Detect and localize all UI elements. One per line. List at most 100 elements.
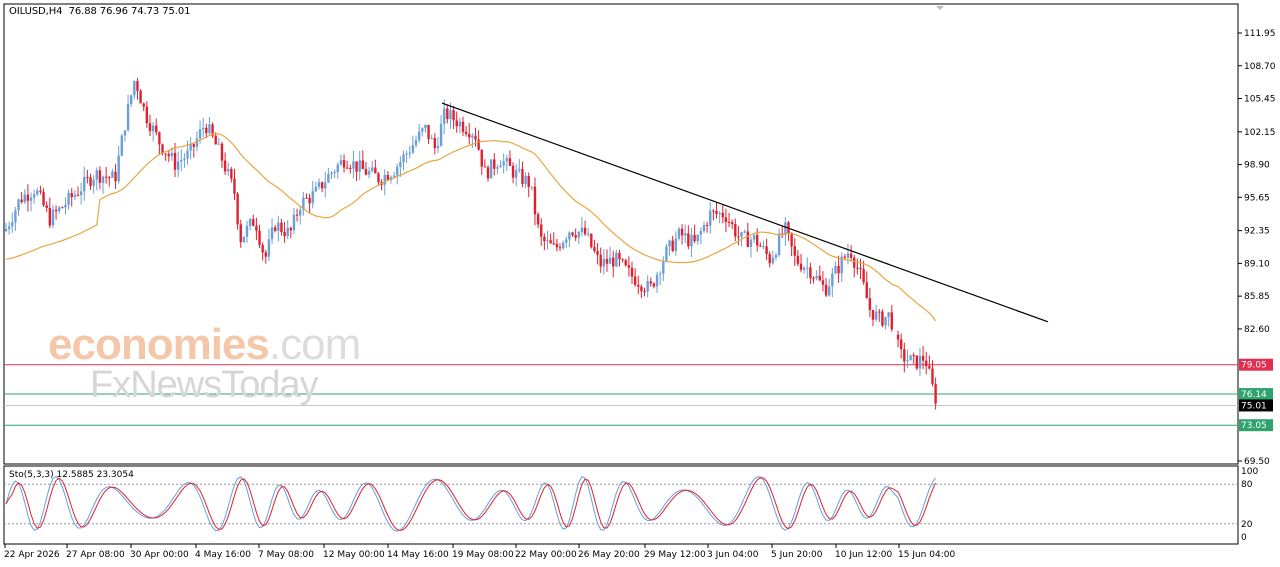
price-tick-label: 82.60 [1244,325,1270,335]
candle-body [518,169,521,171]
candle-body [308,197,311,204]
candle-body [14,210,17,223]
candle-body [264,252,267,257]
candle-body [195,138,199,147]
candle-body [424,124,427,129]
candle-body [812,277,815,279]
main-pane[interactable] [3,3,1239,465]
candle-body [95,170,98,180]
candle-body [909,355,912,361]
candle-body [583,227,587,235]
candle-body [627,265,631,268]
candle-body [746,231,750,248]
candle-body [32,194,36,198]
candle-body [853,257,856,268]
candle-body [743,231,746,233]
candle-body [151,125,155,132]
candle-body [455,120,458,127]
sto-level-label: 0 [1241,533,1247,543]
candle-body [270,227,274,240]
price-tag-label: 75.01 [1241,401,1267,411]
candle-body [439,123,443,146]
candle-body [245,225,249,237]
candle-body [205,127,208,134]
candle-body [289,227,293,231]
candle-body [223,160,227,172]
watermark-fxnewstoday: FxNewsToday [90,364,319,406]
candle-body [671,240,674,251]
candle-body [561,242,565,249]
candle-body [64,204,67,208]
candle-body [305,197,308,199]
candle-body [477,139,480,150]
time-label: 15 Jun 04:00 [898,550,955,560]
candle-body [793,246,796,256]
candle-body [452,110,455,121]
time-label: 5 Jun 20:00 [771,550,823,560]
candle-body [646,281,649,292]
price-tag-label: 73.05 [1241,421,1267,431]
candle-body [98,170,102,183]
candle-body [480,149,483,167]
time-label: 29 May 12:00 [644,550,706,560]
candle-body [261,244,264,253]
candle-body [421,128,424,132]
trendline [441,102,1049,323]
candle-body [843,256,847,258]
candle-body [201,127,205,130]
scroll-marker-icon[interactable] [936,6,944,10]
candle-body [765,246,768,255]
candle-body [499,165,502,168]
watermark-economies: economies.com [48,320,361,370]
candle-body [618,252,621,260]
candle-body [724,217,728,222]
price-tag-label: 79.05 [1241,361,1267,371]
price-tick-label: 85.85 [1244,292,1270,302]
candle-body [217,143,221,145]
candle-body [386,174,390,181]
candle-body [637,284,640,287]
price-tick-label: 105.45 [1244,95,1276,105]
candle-body [768,254,771,264]
candle-body [802,267,806,270]
price-tick-label: 92.35 [1244,227,1270,237]
candle-body [161,144,164,154]
candle-body [314,186,318,192]
candle-body [684,233,687,236]
candle-body [896,334,900,340]
watermark-com-text: .com [268,320,361,369]
candle-body [342,160,346,168]
candle-body [834,265,837,274]
candle-body [120,135,124,156]
candle-body [130,95,133,104]
candle-body [818,275,821,281]
time-label: 30 Apr 00:00 [130,550,189,560]
candle-body [740,232,743,238]
candle-body [283,232,286,236]
price-tick-label: 111.95 [1244,29,1276,39]
candle-body [471,135,474,138]
stochastic-pane[interactable] [3,465,1239,545]
candle-body [352,161,355,169]
candle-body [859,268,862,270]
candle-body [514,170,518,178]
candle-body [336,164,339,173]
candle-body [402,154,405,163]
candle-body [70,192,73,198]
candle-body [734,224,737,237]
candle-body [239,224,242,243]
candle-body [92,179,95,186]
candle-body [633,276,637,285]
candle-body [931,368,934,384]
candle-body [668,240,671,247]
candle-body [133,81,136,96]
candle-body [774,254,778,258]
candle-body [286,227,289,236]
candle-body [912,355,915,357]
price-tick-label: 108.70 [1244,62,1276,72]
candle-body [26,194,30,201]
candle-body [599,254,602,267]
candle-body [11,222,14,227]
candle-body [449,110,452,120]
